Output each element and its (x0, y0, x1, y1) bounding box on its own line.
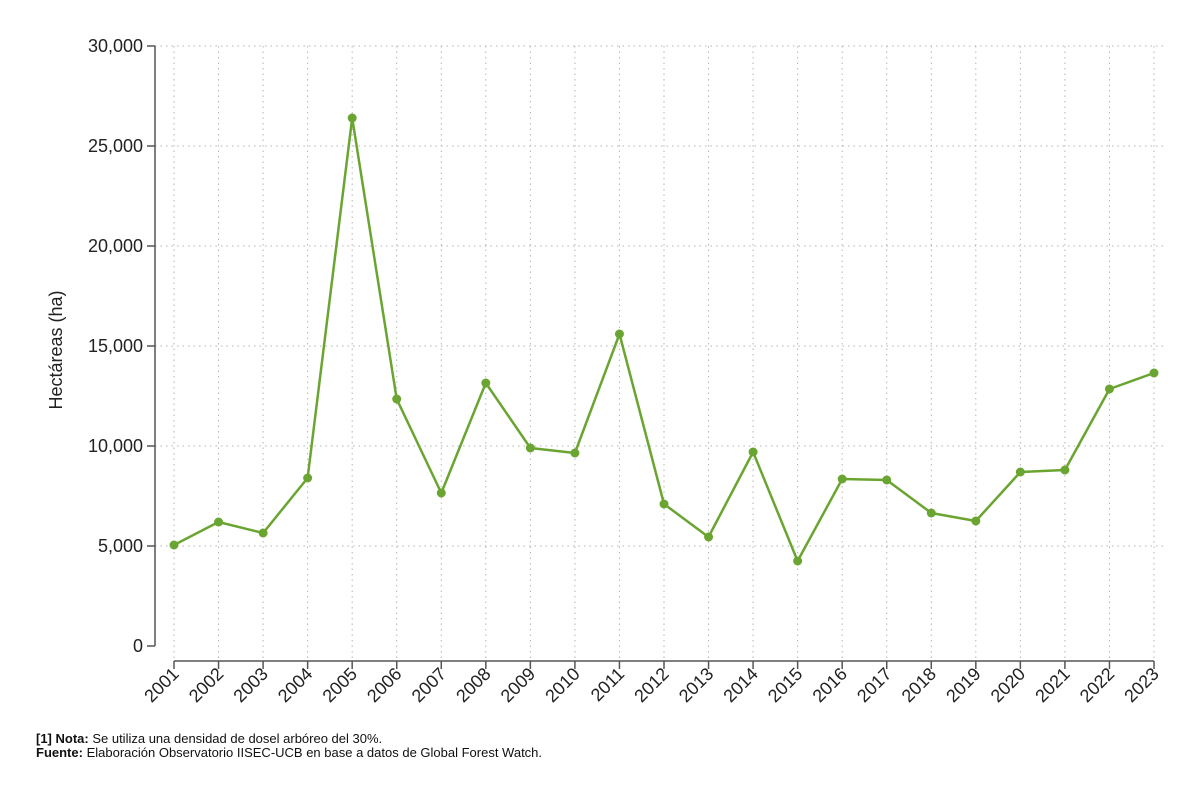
data-point (481, 378, 491, 388)
y-tick-labels: 0 5,000 10,000 15,000 20,000 25,000 30,000 (88, 36, 143, 656)
note-text: Se utiliza una densidad de dosel arbóreo… (88, 731, 383, 746)
x-tick-label: 2016 (809, 664, 851, 706)
x-tick-label: 2007 (408, 664, 450, 706)
x-tick-label: 2023 (1120, 664, 1162, 706)
x-tick-label: 2006 (363, 664, 405, 706)
source-label: Fuente: (36, 745, 83, 760)
data-point (659, 499, 669, 509)
data-point (1104, 384, 1114, 394)
x-tick-label: 2004 (274, 664, 316, 706)
x-tick-label: 2009 (497, 664, 539, 706)
data-point (704, 532, 714, 542)
y-tick-label: 10,000 (88, 436, 143, 456)
data-point (837, 474, 847, 484)
x-tick-label: 2014 (719, 664, 761, 706)
x-tick-label: 2017 (853, 664, 895, 706)
x-tick-label: 2002 (185, 664, 227, 706)
x-tick-label: 2005 (319, 664, 361, 706)
x-tick-label: 2003 (229, 664, 271, 706)
x-tick-label: 2001 (140, 664, 182, 706)
series-line (169, 113, 1159, 566)
data-point (1015, 467, 1025, 477)
data-point (525, 443, 535, 453)
x-tick-label: 2013 (675, 664, 717, 706)
data-point (347, 113, 357, 123)
y-tick-label: 0 (133, 636, 143, 656)
data-point (926, 508, 936, 518)
x-tick-label: 2011 (587, 664, 629, 706)
data-point (303, 473, 313, 483)
x-tick-label: 2021 (1031, 664, 1073, 706)
axes (147, 45, 1155, 669)
line-chart: 0 5,000 10,000 15,000 20,000 25,000 30,000 200… (46, 36, 1166, 706)
x-tick-label: 2008 (452, 664, 494, 706)
note-label: [1] Nota: (36, 731, 89, 746)
x-tick-label: 2010 (541, 664, 583, 706)
data-point (258, 528, 268, 538)
data-point (971, 516, 981, 526)
y-tick-label: 15,000 (88, 336, 143, 356)
data-point (882, 475, 892, 485)
source-text: Elaboración Observatorio IISEC-UCB en ba… (82, 745, 543, 760)
x-tick-label: 2015 (764, 664, 806, 706)
x-tick-label: 2022 (1076, 664, 1118, 706)
data-point (169, 540, 179, 550)
data-point (570, 448, 580, 458)
y-tick-label: 25,000 (88, 136, 143, 156)
x-tick-labels: 2001 2002 2003 2004 2005 2006 2007 2008 2009 2010… (140, 664, 1162, 706)
data-point (1060, 465, 1070, 475)
data-point (614, 329, 624, 339)
y-axis-title: Hectáreas (ha) (46, 290, 66, 409)
grid-lines (155, 45, 1166, 661)
chart-notes: [1] Nota: Se utiliza una densidad de dos… (36, 732, 542, 760)
x-tick-label: 2018 (898, 664, 940, 706)
data-point (748, 447, 758, 457)
y-tick-label: 20,000 (88, 236, 143, 256)
data-point (793, 556, 803, 566)
data-point (392, 394, 402, 404)
source-line: Fuente: Elaboración Observatorio IISEC-U… (36, 746, 542, 760)
x-tick-label: 2020 (987, 664, 1029, 706)
x-tick-label: 2012 (630, 664, 672, 706)
note-line: [1] Nota: Se utiliza una densidad de dos… (36, 732, 542, 746)
y-tick-label: 5,000 (98, 536, 143, 556)
data-point (214, 517, 224, 527)
data-point (1149, 368, 1159, 378)
x-tick-label: 2019 (942, 664, 984, 706)
data-point (436, 488, 446, 498)
y-tick-label: 30,000 (88, 36, 143, 56)
